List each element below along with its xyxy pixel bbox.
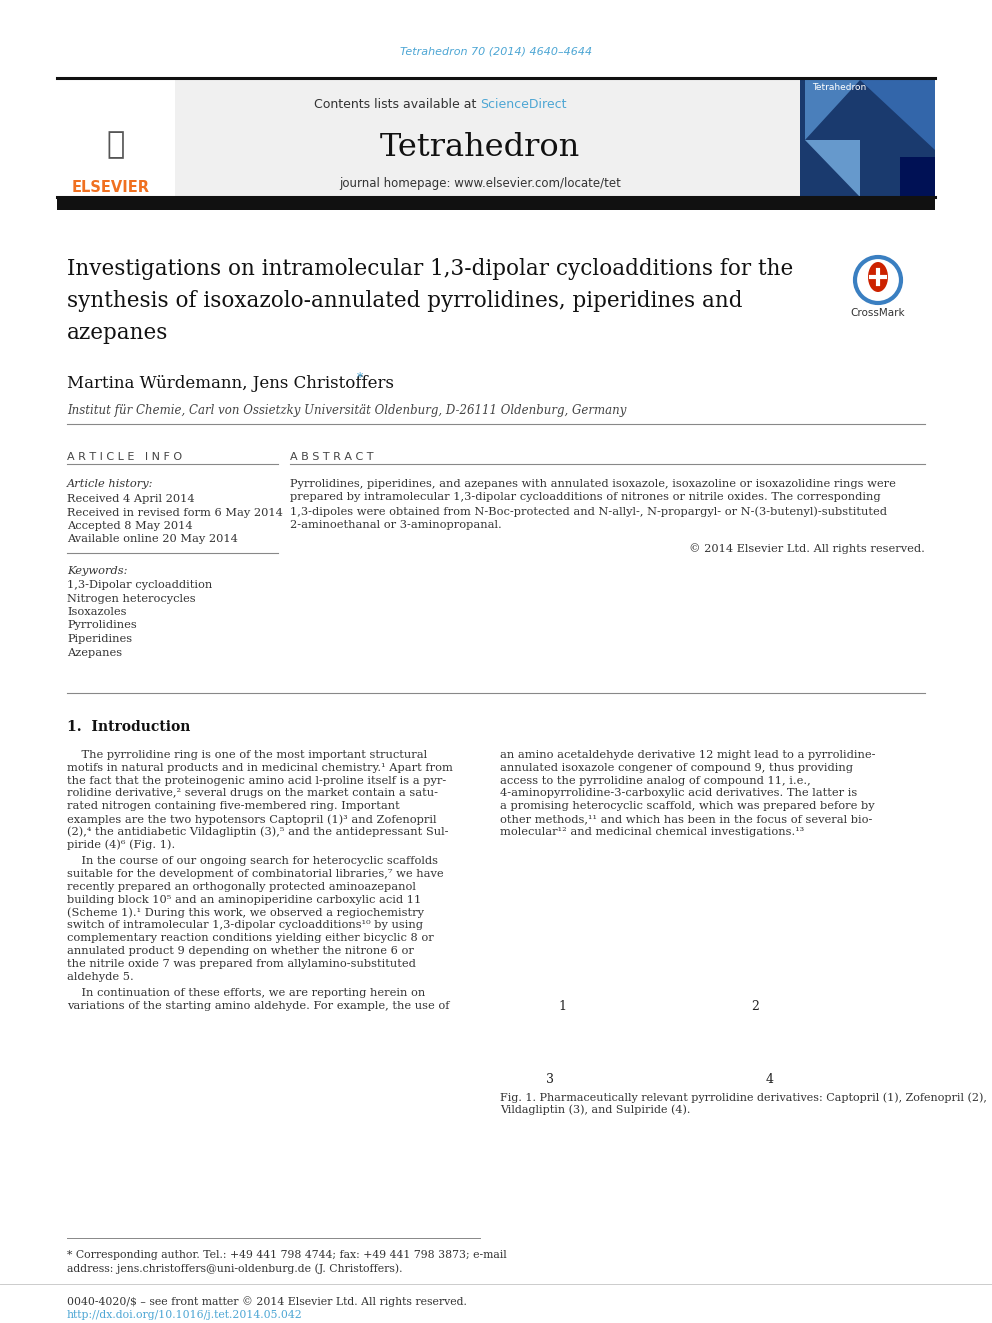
Text: Received in revised form 6 May 2014: Received in revised form 6 May 2014 <box>67 508 283 517</box>
Text: rated nitrogen containing five-membered ring. Important: rated nitrogen containing five-membered … <box>67 802 400 811</box>
Polygon shape <box>860 79 935 149</box>
Text: ELSEVIER: ELSEVIER <box>72 180 150 196</box>
Polygon shape <box>805 79 860 140</box>
Text: the fact that the proteinogenic amino acid l-proline itself is a pyr-: the fact that the proteinogenic amino ac… <box>67 775 446 786</box>
Text: Tetrahedron: Tetrahedron <box>812 82 866 91</box>
Text: 2: 2 <box>751 1000 759 1013</box>
Text: Available online 20 May 2014: Available online 20 May 2014 <box>67 534 238 545</box>
Text: aldehyde 5.: aldehyde 5. <box>67 971 134 982</box>
Text: building block 10⁵ and an aminopiperidine carboxylic acid 11: building block 10⁵ and an aminopiperidin… <box>67 894 422 905</box>
Text: a promising heterocyclic scaffold, which was prepared before by: a promising heterocyclic scaffold, which… <box>500 802 875 811</box>
Text: Institut für Chemie, Carl von Ossietzky Universität Oldenburg, D-26111 Oldenburg: Institut für Chemie, Carl von Ossietzky … <box>67 404 626 417</box>
Text: ScienceDirect: ScienceDirect <box>480 98 566 111</box>
Text: Azepanes: Azepanes <box>67 647 122 658</box>
Ellipse shape <box>868 262 888 292</box>
Text: © 2014 Elsevier Ltd. All rights reserved.: © 2014 Elsevier Ltd. All rights reserved… <box>689 542 925 554</box>
Text: Piperidines: Piperidines <box>67 634 132 644</box>
Text: prepared by intramolecular 1,3-dipolar cycloadditions of nitrones or nitrile oxi: prepared by intramolecular 1,3-dipolar c… <box>290 492 881 503</box>
Text: examples are the two hypotensors Captopril (1)³ and Zofenopril: examples are the two hypotensors Captopr… <box>67 814 436 824</box>
Text: molecular¹² and medicinal chemical investigations.¹³: molecular¹² and medicinal chemical inves… <box>500 827 805 837</box>
Text: Investigations on intramolecular 1,3-dipolar cycloadditions for the: Investigations on intramolecular 1,3-dip… <box>67 258 794 280</box>
Text: annulated isoxazole congener of compound 9, thus providing: annulated isoxazole congener of compound… <box>500 763 853 773</box>
Text: complementary reaction conditions yielding either bicyclic 8 or: complementary reaction conditions yieldi… <box>67 933 434 943</box>
Text: Accepted 8 May 2014: Accepted 8 May 2014 <box>67 521 192 531</box>
Text: Pyrrolidines, piperidines, and azepanes with annulated isoxazole, isoxazoline or: Pyrrolidines, piperidines, and azepanes … <box>290 479 896 490</box>
Text: (Scheme 1).¹ During this work, we observed a regiochemistry: (Scheme 1).¹ During this work, we observ… <box>67 908 424 918</box>
Text: In the course of our ongoing search for heterocyclic scaffolds: In the course of our ongoing search for … <box>67 856 438 867</box>
Text: Pyrrolidines: Pyrrolidines <box>67 620 137 631</box>
Text: 1,3-dipoles were obtained from N-Boc-protected and N-allyl-, N-propargyl- or N-(: 1,3-dipoles were obtained from N-Boc-pro… <box>290 505 887 516</box>
Text: 🌳: 🌳 <box>107 131 125 160</box>
Text: 4-aminopyrrolidine-3-carboxylic acid derivatives. The latter is: 4-aminopyrrolidine-3-carboxylic acid der… <box>500 789 857 798</box>
Bar <box>57 198 935 210</box>
Text: The pyrrolidine ring is one of the most important structural: The pyrrolidine ring is one of the most … <box>67 750 428 759</box>
Text: 3: 3 <box>546 1073 554 1086</box>
Text: (2),⁴ the antidiabetic Vildagliptin (3),⁵ and the antidepressant Sul-: (2),⁴ the antidiabetic Vildagliptin (3),… <box>67 827 448 837</box>
Text: variations of the starting amino aldehyde. For example, the use of: variations of the starting amino aldehyd… <box>67 1002 449 1011</box>
Bar <box>900 157 935 197</box>
Text: http://dx.doi.org/10.1016/j.tet.2014.05.042: http://dx.doi.org/10.1016/j.tet.2014.05.… <box>67 1310 303 1320</box>
Text: azepanes: azepanes <box>67 321 169 344</box>
Text: * Corresponding author. Tel.: +49 441 798 4744; fax: +49 441 798 3873; e-mail: * Corresponding author. Tel.: +49 441 79… <box>67 1250 507 1259</box>
Text: address: jens.christoffers@uni-oldenburg.de (J. Christoffers).: address: jens.christoffers@uni-oldenburg… <box>67 1263 403 1274</box>
Text: 2-aminoethanal or 3-aminopropanal.: 2-aminoethanal or 3-aminopropanal. <box>290 520 502 529</box>
Text: Tetrahedron 70 (2014) 4640–4644: Tetrahedron 70 (2014) 4640–4644 <box>400 48 592 57</box>
Text: synthesis of isoxazolo-annulated pyrrolidines, piperidines and: synthesis of isoxazolo-annulated pyrroli… <box>67 290 742 312</box>
Text: In continuation of these efforts, we are reporting herein on: In continuation of these efforts, we are… <box>67 988 426 999</box>
Bar <box>800 78 935 197</box>
Text: Martina Würdemann, Jens Christoffers: Martina Würdemann, Jens Christoffers <box>67 374 394 392</box>
Text: piride (4)⁶ (Fig. 1).: piride (4)⁶ (Fig. 1). <box>67 840 176 851</box>
Polygon shape <box>805 140 860 197</box>
Text: Nitrogen heterocycles: Nitrogen heterocycles <box>67 594 195 603</box>
Text: motifs in natural products and in medicinal chemistry.¹ Apart from: motifs in natural products and in medici… <box>67 763 453 773</box>
Text: suitable for the development of combinatorial libraries,⁷ we have: suitable for the development of combinat… <box>67 869 443 880</box>
Text: Keywords:: Keywords: <box>67 566 128 576</box>
Text: Contents lists available at: Contents lists available at <box>313 98 480 111</box>
Text: CrossMark: CrossMark <box>851 308 906 318</box>
Text: Fig. 1. Pharmaceutically relevant pyrrolidine derivatives: Captopril (1), Zofeno: Fig. 1. Pharmaceutically relevant pyrrol… <box>500 1091 987 1102</box>
Text: switch of intramolecular 1,3-dipolar cycloadditions¹⁰ by using: switch of intramolecular 1,3-dipolar cyc… <box>67 921 423 930</box>
Text: Vildagliptin (3), and Sulpiride (4).: Vildagliptin (3), and Sulpiride (4). <box>500 1105 690 1115</box>
Text: an amino acetaldehyde derivative 12 might lead to a pyrrolidine-: an amino acetaldehyde derivative 12 migh… <box>500 750 876 759</box>
Text: 1,3-Dipolar cycloaddition: 1,3-Dipolar cycloaddition <box>67 579 212 590</box>
Text: rolidine derivative,² several drugs on the market contain a satu-: rolidine derivative,² several drugs on t… <box>67 789 438 798</box>
Text: other methods,¹¹ and which has been in the focus of several bio-: other methods,¹¹ and which has been in t… <box>500 814 872 824</box>
Bar <box>57 78 935 197</box>
Text: journal homepage: www.elsevier.com/locate/tet: journal homepage: www.elsevier.com/locat… <box>339 177 621 191</box>
Text: *: * <box>353 372 363 385</box>
Text: Received 4 April 2014: Received 4 April 2014 <box>67 493 194 504</box>
Text: A R T I C L E   I N F O: A R T I C L E I N F O <box>67 452 183 462</box>
Text: 4: 4 <box>766 1073 774 1086</box>
Text: A B S T R A C T: A B S T R A C T <box>290 452 374 462</box>
Bar <box>57 78 175 197</box>
Text: 1: 1 <box>558 1000 566 1013</box>
Text: 1.  Introduction: 1. Introduction <box>67 720 190 734</box>
Text: recently prepared an orthogonally protected aminoazepanol: recently prepared an orthogonally protec… <box>67 882 416 892</box>
Text: 0040-4020/$ – see front matter © 2014 Elsevier Ltd. All rights reserved.: 0040-4020/$ – see front matter © 2014 El… <box>67 1297 467 1307</box>
Text: Tetrahedron: Tetrahedron <box>380 131 580 163</box>
Text: Isoxazoles: Isoxazoles <box>67 607 127 617</box>
Text: access to the pyrrolidine analog of compound 11, i.e.,: access to the pyrrolidine analog of comp… <box>500 775 810 786</box>
Text: the nitrile oxide 7 was prepared from allylamino-substituted: the nitrile oxide 7 was prepared from al… <box>67 959 416 968</box>
Text: Article history:: Article history: <box>67 479 154 490</box>
Text: annulated product 9 depending on whether the nitrone 6 or: annulated product 9 depending on whether… <box>67 946 414 957</box>
